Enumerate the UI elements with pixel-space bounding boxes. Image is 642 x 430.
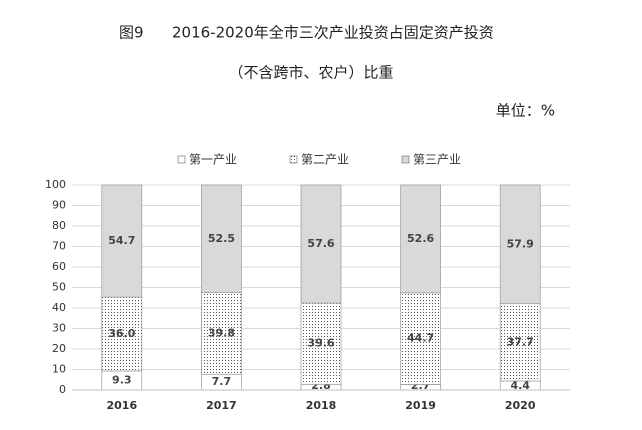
bar-segment: [101, 296, 143, 372]
unit-label: 单位：%: [496, 102, 555, 120]
y-tick-label: 50: [52, 281, 66, 294]
x-tick-label: 2020: [505, 399, 536, 412]
bar-segment: [300, 184, 342, 304]
y-tick-label: 100: [45, 178, 66, 191]
legend-label: 第一产业: [189, 153, 237, 167]
chart-subtitle: （不含跨市、农户）比重: [228, 64, 393, 82]
bar-segment: [499, 184, 541, 305]
legend-label: 第三产业: [413, 153, 461, 167]
value-label: 9.3: [112, 373, 132, 386]
value-label: 52.5: [208, 232, 235, 245]
figure-label: 图9: [119, 24, 144, 42]
x-tick-label: 2016: [106, 399, 137, 412]
legend-swatch: [289, 155, 298, 164]
legend-label: 第二产业: [301, 153, 349, 167]
value-label: 57.6: [307, 237, 334, 250]
value-label: 36.0: [108, 327, 135, 340]
bar-segment: [400, 184, 441, 294]
value-label: 57.9: [507, 237, 534, 250]
value-label: 37.7: [507, 335, 534, 348]
bar-segment: [101, 184, 143, 298]
y-tick-label: 30: [52, 322, 66, 335]
y-tick-label: 20: [52, 342, 66, 355]
bar-segment: [300, 302, 342, 385]
value-label: 52.6: [407, 232, 434, 245]
value-label: 39.6: [307, 337, 334, 350]
legend-swatch: [177, 155, 186, 164]
value-label: 4.4: [510, 379, 530, 392]
legend-swatch: [401, 155, 410, 164]
y-tick-label: 40: [52, 301, 66, 314]
bar-segment: [201, 292, 242, 375]
value-label: 54.7: [108, 234, 135, 247]
y-tick-label: 60: [52, 260, 66, 273]
bar-segment: [499, 303, 541, 382]
x-tick-label: 2018: [306, 399, 337, 412]
x-tick-label: 2019: [405, 399, 436, 412]
chart-title: 2016-2020年全市三次产业投资占固定资产投资: [172, 24, 494, 42]
y-tick-label: 90: [52, 199, 66, 212]
y-tick-label: 80: [52, 219, 66, 232]
y-tick-label: 0: [59, 383, 66, 396]
x-tick-label: 2017: [206, 399, 237, 412]
bar-segment: [201, 184, 242, 293]
bar-segment: [400, 292, 441, 385]
value-label: 39.8: [208, 326, 235, 339]
value-label: 7.7: [212, 375, 232, 388]
y-tick-label: 70: [52, 240, 66, 253]
value-label: 44.7: [407, 332, 434, 345]
y-tick-label: 10: [52, 363, 66, 376]
